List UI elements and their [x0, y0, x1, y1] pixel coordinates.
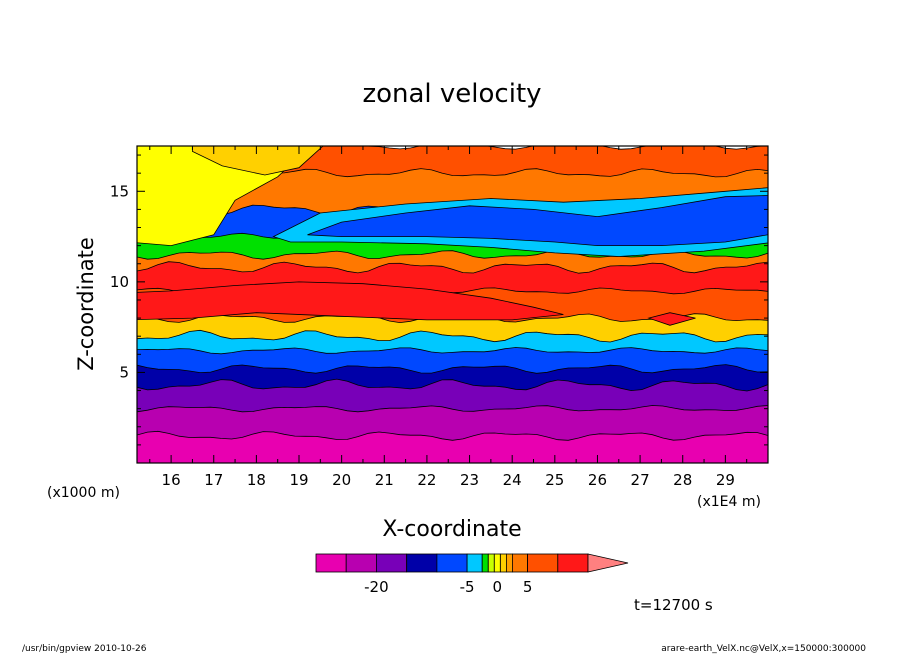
footer-left: /usr/bin/gpview 2010-10-26	[22, 644, 147, 654]
colorbar-swatch	[493, 553, 501, 573]
x-unit-right: (x1E4 m)	[697, 494, 761, 510]
x-axis-label: X-coordinate	[382, 517, 521, 542]
contour-band	[137, 430, 768, 463]
contour-region	[137, 281, 564, 321]
x-unit-left: (x1000 m)	[47, 485, 120, 501]
x-tick-label: 27	[631, 471, 650, 489]
colorbar-swatch	[505, 553, 513, 573]
y-axis-label: Z-coordinate	[74, 237, 98, 371]
colorbar-swatch	[499, 553, 507, 573]
x-tick-label: 17	[204, 471, 223, 489]
x-tick-label: 23	[460, 471, 479, 489]
footer-right: arare-earth_VelX.nc@VelX,x=150000:300000	[661, 644, 866, 654]
x-tick-label: 28	[673, 471, 692, 489]
y-tick-label: 5	[119, 363, 129, 381]
y-tick-label: 15	[110, 182, 129, 200]
colorbar-swatch	[375, 553, 407, 573]
x-tick-label: 26	[588, 471, 607, 489]
colorbar-swatch	[466, 553, 483, 573]
colorbar-extend-arrow	[587, 553, 629, 573]
colorbar-swatch	[557, 553, 589, 573]
colorbar-swatch	[315, 553, 347, 573]
chart-title: zonal velocity	[362, 79, 541, 109]
x-tick-label: 21	[375, 471, 394, 489]
colorbar-swatch	[345, 553, 377, 573]
colorbar-tick-label: 0	[493, 578, 503, 596]
x-tick-label: 20	[332, 471, 351, 489]
colorbar-swatch	[436, 553, 468, 573]
colorbar-tick-label: -20	[364, 578, 389, 596]
x-tick-label: 22	[417, 471, 436, 489]
time-label: t=12700 s	[634, 596, 713, 614]
colorbar: -20 -5 0 5	[315, 553, 629, 596]
x-tick-label: 19	[289, 471, 308, 489]
colorbar-swatch	[481, 553, 489, 573]
plot-frame	[136, 145, 769, 464]
x-tick-label: 24	[503, 471, 522, 489]
colorbar-swatch	[527, 553, 559, 573]
colorbar-tick-label: -5	[460, 578, 475, 596]
contour-region	[647, 312, 696, 326]
x-tick-label: 18	[247, 471, 266, 489]
colorbar-tick-label: 5	[523, 578, 533, 596]
contour-region	[307, 195, 768, 246]
plot-area	[137, 146, 768, 463]
y-tick-label: 10	[110, 273, 129, 291]
x-tick-label: 16	[162, 471, 181, 489]
colorbar-swatch	[512, 553, 528, 573]
contour-region	[192, 146, 324, 176]
axes: 16 17 18 19 20 21 22 23 24 25 26 27 28 29 5 10 15	[110, 146, 768, 489]
colorbar-swatch	[406, 553, 438, 573]
x-tick-label: 29	[716, 471, 735, 489]
x-tick-label: 25	[545, 471, 564, 489]
contour-features	[137, 146, 768, 326]
colorbar-swatch	[487, 553, 495, 573]
